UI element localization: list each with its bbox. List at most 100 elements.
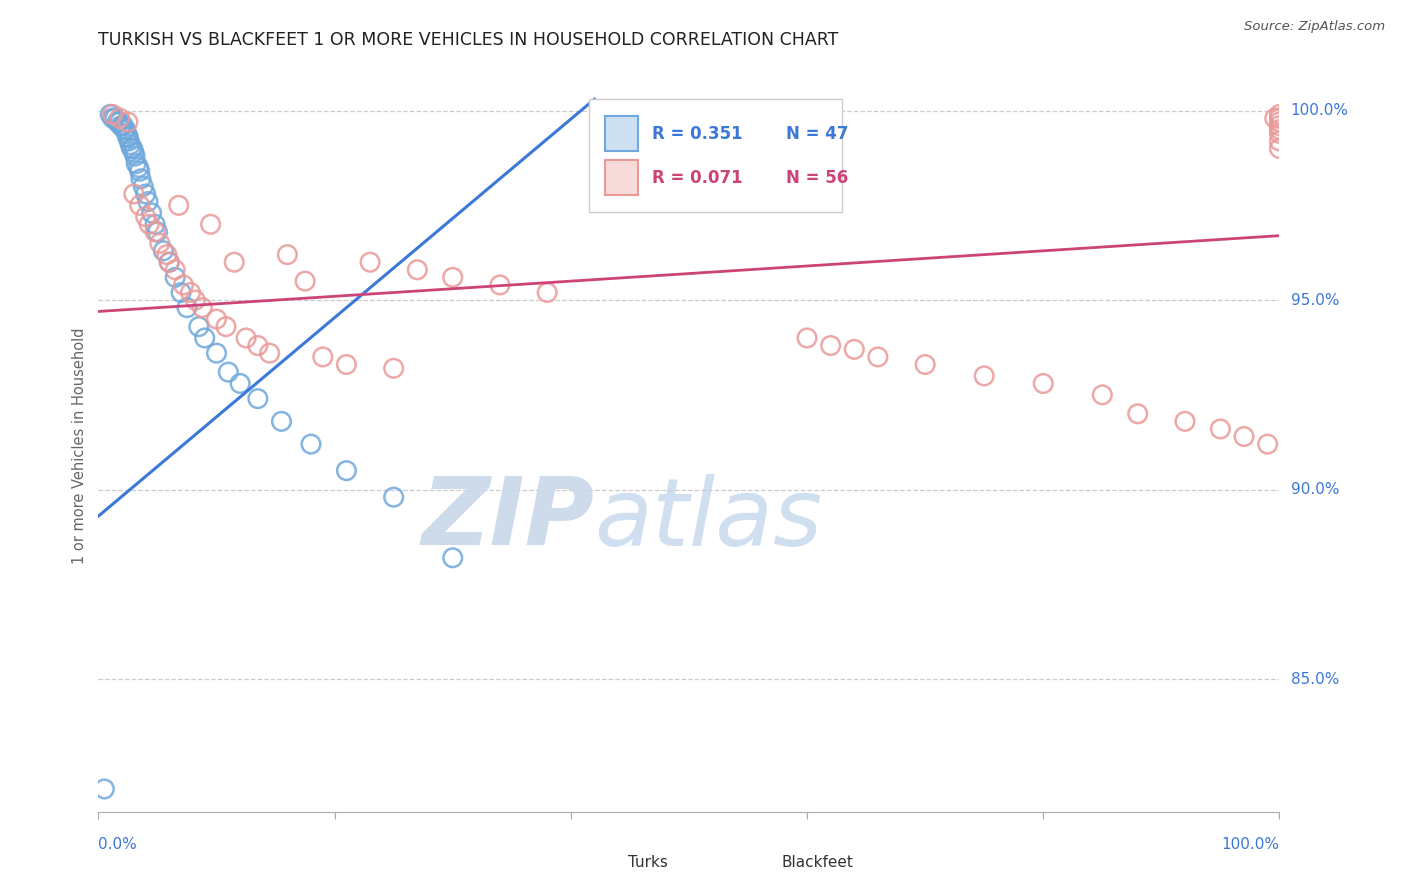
Point — [406, 262, 429, 277]
Point — [152, 244, 174, 258]
Point — [156, 247, 179, 261]
Point — [101, 111, 124, 125]
Point — [114, 122, 136, 136]
Point — [157, 255, 180, 269]
Point — [205, 346, 228, 360]
Point — [1233, 429, 1256, 443]
Point — [108, 111, 131, 125]
Text: N = 47: N = 47 — [786, 125, 848, 143]
Point — [1257, 437, 1279, 451]
Point — [143, 217, 166, 231]
Point — [108, 115, 131, 129]
Point — [121, 141, 143, 155]
Point — [117, 115, 139, 129]
Point — [217, 365, 239, 379]
Point — [138, 217, 160, 231]
FancyBboxPatch shape — [605, 160, 638, 195]
Point — [1174, 414, 1197, 428]
Point — [276, 247, 298, 261]
Text: Blackfeet: Blackfeet — [782, 855, 853, 870]
Point — [107, 115, 129, 129]
Point — [1268, 122, 1291, 136]
Point — [170, 285, 193, 300]
Point — [441, 270, 464, 285]
Point — [820, 338, 842, 352]
Point — [1268, 126, 1291, 140]
Point — [135, 210, 157, 224]
Text: 95.0%: 95.0% — [1291, 293, 1339, 308]
Point — [124, 149, 146, 163]
Point — [796, 331, 818, 345]
Point — [489, 277, 512, 292]
Point — [122, 145, 145, 160]
Point — [1032, 376, 1054, 391]
Text: TURKISH VS BLACKFEET 1 OR MORE VEHICLES IN HOUSEHOLD CORRELATION CHART: TURKISH VS BLACKFEET 1 OR MORE VEHICLES … — [98, 31, 839, 49]
Point — [973, 368, 995, 383]
Text: R = 0.071: R = 0.071 — [652, 169, 742, 186]
Point — [184, 293, 207, 307]
Text: atlas: atlas — [595, 474, 823, 565]
Point — [382, 490, 405, 504]
Point — [235, 331, 257, 345]
Text: N = 56: N = 56 — [786, 169, 848, 186]
Point — [180, 285, 202, 300]
Point — [1209, 422, 1232, 436]
Point — [382, 361, 405, 376]
Point — [105, 115, 128, 129]
Point — [270, 414, 292, 428]
Point — [101, 107, 124, 121]
Text: 0.0%: 0.0% — [98, 837, 138, 852]
Point — [118, 134, 141, 148]
Point — [141, 206, 163, 220]
Point — [128, 164, 150, 178]
Point — [1126, 407, 1149, 421]
Point — [112, 122, 135, 136]
Point — [335, 464, 357, 478]
Point — [224, 255, 246, 269]
Text: 100.0%: 100.0% — [1291, 103, 1348, 118]
Point — [191, 301, 214, 315]
Point — [1268, 107, 1291, 121]
Point — [1268, 119, 1291, 133]
Point — [205, 312, 228, 326]
Point — [299, 437, 322, 451]
Text: R = 0.351: R = 0.351 — [652, 125, 742, 143]
Point — [121, 141, 143, 155]
Text: Turks: Turks — [627, 855, 668, 870]
Point — [157, 255, 180, 269]
Point — [172, 277, 194, 292]
Point — [128, 161, 150, 175]
Point — [111, 119, 134, 133]
Point — [120, 137, 142, 152]
Point — [117, 130, 139, 145]
Point — [259, 346, 281, 360]
Point — [215, 319, 238, 334]
Point — [1268, 111, 1291, 125]
Point — [844, 343, 866, 357]
FancyBboxPatch shape — [605, 116, 638, 152]
Point — [135, 186, 157, 201]
Point — [115, 126, 138, 140]
Point — [194, 331, 217, 345]
Y-axis label: 1 or more Vehicles in Household: 1 or more Vehicles in Household — [72, 327, 87, 565]
Point — [112, 119, 135, 133]
Point — [1268, 115, 1291, 129]
Point — [93, 782, 115, 797]
Point — [359, 255, 381, 269]
Point — [165, 270, 187, 285]
Point — [1091, 388, 1114, 402]
Point — [229, 376, 252, 391]
Point — [128, 198, 150, 212]
Point — [200, 217, 222, 231]
Text: Source: ZipAtlas.com: Source: ZipAtlas.com — [1244, 20, 1385, 33]
Point — [98, 107, 121, 121]
Point — [246, 392, 269, 406]
Point — [136, 194, 159, 209]
Point — [165, 262, 187, 277]
Point — [1268, 134, 1291, 148]
Point — [146, 225, 169, 239]
Point — [312, 350, 335, 364]
Point — [187, 319, 209, 334]
Text: 85.0%: 85.0% — [1291, 672, 1339, 687]
Text: ZIP: ZIP — [422, 473, 595, 566]
